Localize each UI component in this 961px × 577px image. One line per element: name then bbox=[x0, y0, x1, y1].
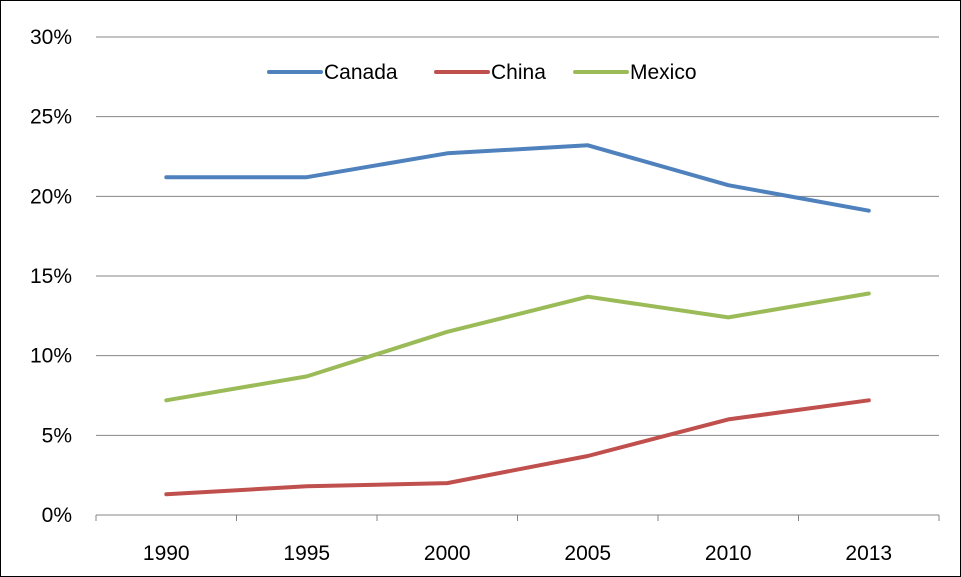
legend-label-mexico: Mexico bbox=[630, 61, 697, 84]
legend: Canada China Mexico bbox=[267, 61, 697, 84]
y-tick-label: 0% bbox=[42, 504, 72, 527]
series-lines bbox=[164, 143, 871, 497]
series-line-china bbox=[164, 398, 871, 497]
x-tick-label: 2005 bbox=[564, 542, 611, 565]
x-tick-label: 1990 bbox=[143, 542, 190, 565]
x-tick-label: 1995 bbox=[283, 542, 330, 565]
y-tick-label: 15% bbox=[30, 265, 72, 288]
y-tick-label: 10% bbox=[30, 345, 72, 368]
y-tick-label: 25% bbox=[30, 106, 72, 129]
y-tick-label: 30% bbox=[30, 26, 72, 49]
x-tick-label: 2010 bbox=[705, 542, 752, 565]
gridlines bbox=[96, 36, 939, 436]
series-line-canada bbox=[164, 143, 871, 213]
legend-label-china: China bbox=[491, 61, 546, 84]
legend-label-canada: Canada bbox=[324, 61, 398, 84]
x-tick-label: 2013 bbox=[845, 542, 892, 565]
series-line-mexico bbox=[164, 291, 871, 403]
y-tick-label: 20% bbox=[30, 185, 72, 208]
y-tick-label: 5% bbox=[42, 424, 72, 447]
axes: 0% 5% 10% 15% 20% 25% 30% 1990 1995 2000 2005 2010 2… bbox=[30, 26, 940, 565]
x-tick-label: 2000 bbox=[424, 542, 471, 565]
